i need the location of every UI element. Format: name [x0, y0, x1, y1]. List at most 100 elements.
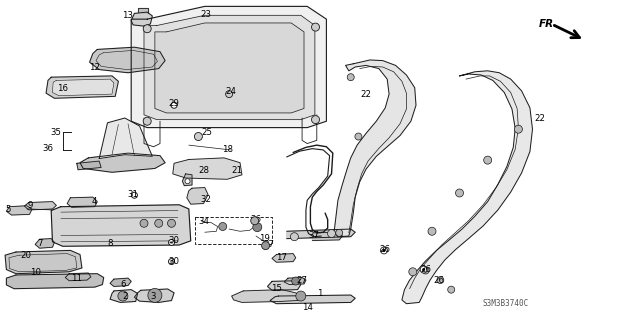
Polygon shape	[51, 205, 191, 246]
Polygon shape	[232, 290, 302, 302]
Polygon shape	[334, 60, 416, 237]
Polygon shape	[65, 273, 91, 281]
Polygon shape	[77, 161, 101, 170]
Polygon shape	[80, 153, 165, 172]
Text: 8: 8	[108, 239, 113, 248]
Text: 34: 34	[198, 217, 209, 226]
Text: 13: 13	[122, 11, 134, 20]
Circle shape	[226, 91, 232, 98]
Circle shape	[148, 288, 162, 302]
Text: 27: 27	[263, 241, 275, 249]
Text: 26: 26	[250, 215, 262, 224]
Polygon shape	[270, 295, 355, 304]
Circle shape	[262, 241, 269, 250]
Circle shape	[292, 277, 300, 285]
Text: 6: 6	[120, 280, 125, 289]
Polygon shape	[134, 289, 174, 302]
Polygon shape	[6, 274, 104, 289]
Circle shape	[428, 227, 436, 235]
Text: 17: 17	[276, 253, 287, 262]
Text: 24: 24	[225, 87, 236, 96]
Text: 5: 5	[6, 205, 11, 214]
Circle shape	[383, 249, 385, 252]
Text: 31: 31	[127, 190, 139, 199]
Circle shape	[168, 259, 175, 264]
Text: 1: 1	[317, 289, 323, 298]
Polygon shape	[155, 23, 304, 113]
Polygon shape	[268, 281, 301, 290]
Text: 25: 25	[201, 128, 212, 137]
Circle shape	[448, 286, 454, 293]
Circle shape	[422, 267, 429, 274]
Polygon shape	[99, 118, 152, 159]
Polygon shape	[24, 202, 56, 210]
Text: 28: 28	[198, 166, 209, 175]
Circle shape	[185, 179, 190, 184]
Text: 12: 12	[89, 63, 100, 72]
Polygon shape	[187, 188, 208, 204]
Polygon shape	[272, 254, 296, 262]
Text: 21: 21	[231, 166, 243, 175]
Text: 2: 2	[122, 292, 127, 301]
Text: 15: 15	[271, 284, 282, 293]
Circle shape	[170, 241, 173, 244]
Circle shape	[437, 277, 444, 284]
Polygon shape	[138, 8, 148, 13]
Text: 20: 20	[20, 251, 31, 260]
Text: 26: 26	[420, 265, 431, 274]
Polygon shape	[144, 15, 315, 120]
Polygon shape	[35, 239, 54, 248]
Circle shape	[251, 217, 259, 225]
Text: 26: 26	[433, 276, 444, 285]
Polygon shape	[131, 12, 152, 26]
Circle shape	[140, 219, 148, 227]
Circle shape	[253, 223, 262, 232]
Polygon shape	[67, 197, 97, 207]
Bar	[195, 217, 272, 244]
Text: 4: 4	[92, 197, 97, 206]
Circle shape	[381, 247, 387, 254]
Text: 14: 14	[301, 303, 313, 312]
Text: 3: 3	[151, 292, 156, 301]
Polygon shape	[312, 232, 342, 241]
Text: 23: 23	[200, 10, 212, 19]
Text: 16: 16	[56, 84, 68, 93]
Text: 7: 7	[37, 239, 42, 248]
Circle shape	[422, 268, 425, 271]
Polygon shape	[402, 71, 532, 304]
Polygon shape	[173, 158, 242, 179]
Circle shape	[336, 229, 342, 236]
Circle shape	[312, 23, 319, 31]
Polygon shape	[46, 76, 118, 98]
Text: 9: 9	[28, 201, 33, 210]
Polygon shape	[131, 6, 326, 128]
Circle shape	[168, 240, 175, 245]
Circle shape	[355, 133, 362, 140]
Circle shape	[195, 132, 202, 141]
Text: S3M3B3740C: S3M3B3740C	[483, 299, 529, 308]
Circle shape	[484, 156, 492, 164]
Circle shape	[348, 74, 354, 81]
Circle shape	[312, 115, 319, 124]
Circle shape	[131, 192, 138, 198]
Text: 35: 35	[51, 128, 62, 137]
Circle shape	[170, 260, 173, 263]
Text: 29: 29	[169, 99, 179, 108]
Circle shape	[118, 291, 128, 301]
Polygon shape	[5, 250, 82, 274]
Polygon shape	[6, 206, 32, 215]
Circle shape	[515, 125, 522, 133]
Text: 30: 30	[168, 236, 180, 245]
Text: 30: 30	[168, 257, 180, 266]
Polygon shape	[287, 229, 355, 239]
Circle shape	[143, 25, 151, 33]
Text: 26: 26	[380, 245, 391, 254]
Circle shape	[155, 219, 163, 227]
Polygon shape	[182, 174, 192, 186]
Polygon shape	[284, 278, 306, 285]
Text: 27: 27	[296, 276, 308, 285]
Text: 36: 36	[42, 144, 54, 153]
Circle shape	[168, 219, 175, 227]
Circle shape	[409, 268, 417, 276]
Circle shape	[291, 233, 298, 241]
